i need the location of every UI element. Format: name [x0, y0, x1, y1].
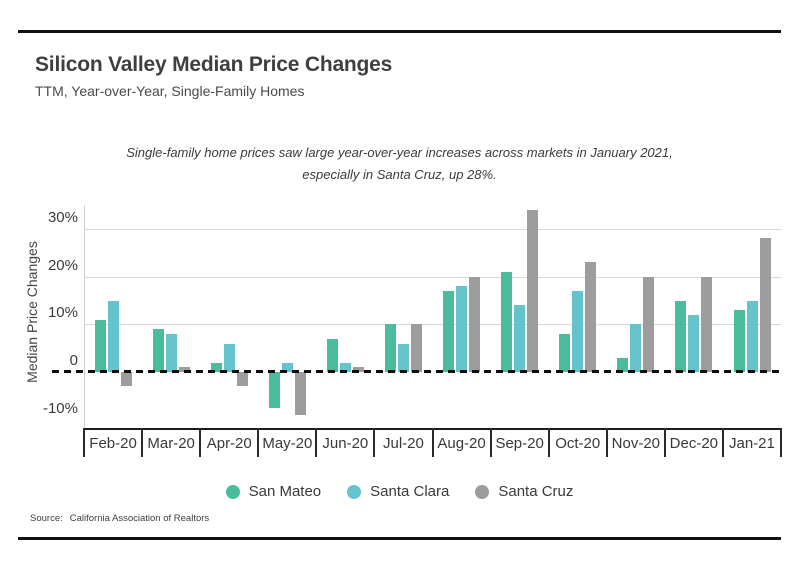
bar-san-mateo-nov-20	[617, 357, 629, 373]
bar-santa-clara-aug-20	[456, 286, 467, 373]
source-label: Source:	[30, 513, 63, 524]
bar-san-mateo-jan-21	[733, 310, 745, 373]
bar-santa-clara-mar-20	[165, 333, 177, 373]
y-tick-label: 10%	[47, 304, 78, 322]
bar-santa-cruz-may-20	[294, 372, 306, 416]
x-tick-mark	[489, 428, 492, 457]
x-axis: Feb-20 Mar-20 Apr-20 May-20 Jun-20 Jul-20 Aug-…	[83, 428, 782, 458]
x-tick-mark	[199, 428, 202, 457]
x-axis-label-may-20: May-20	[262, 435, 313, 452]
x-axis-label-jan-21: Jan-21	[729, 435, 775, 452]
bar-santa-cruz-jan-21	[759, 238, 771, 373]
gridline-30pct	[84, 228, 781, 230]
legend-label-santa-cruz: Santa Cruz	[498, 483, 574, 500]
x-tick-mark	[257, 428, 260, 457]
annotation: Single-family home prices saw large year…	[0, 142, 799, 186]
x-axis-label-sep-20: Sep-20	[495, 435, 544, 452]
x-axis-label-feb-20: Feb-20	[89, 435, 137, 452]
y-tick-label: 30%	[47, 208, 78, 226]
x-tick-mark	[780, 428, 782, 457]
legend-label-san-mateo: San Mateo	[248, 483, 322, 500]
legend-item-santa-clara: Santa Clara	[347, 483, 449, 500]
bar-san-mateo-jul-20	[385, 324, 396, 373]
x-tick-mark	[431, 428, 434, 457]
x-axis-label-jul-20: Jul-20	[383, 435, 424, 452]
bar-santa-clara-may-20	[281, 362, 293, 373]
x-axis-label-jun-20: Jun-20	[322, 435, 369, 452]
x-axis-label-mar-20: Mar-20	[147, 435, 195, 452]
bar-santa-cruz-nov-20	[643, 276, 655, 373]
bar-santa-cruz-jul-20	[411, 324, 422, 373]
bar-san-mateo-mar-20	[152, 329, 164, 373]
x-tick-mark	[721, 428, 724, 457]
gridline-10pct	[84, 324, 781, 326]
bar-san-mateo-sep-20	[501, 271, 513, 373]
bar-santa-cruz-feb-20	[120, 372, 132, 387]
source-text: California Association of Realtors	[69, 513, 210, 524]
bar-san-mateo-oct-20	[559, 333, 571, 373]
x-axis-label-aug-20: Aug-20	[437, 435, 486, 452]
annotation-line-2: especially in Santa Cruz, up 28%.	[302, 167, 497, 182]
bar-san-mateo-feb-20	[94, 319, 106, 373]
plot-left-edge-line	[84, 205, 85, 428]
y-tick-label: 20%	[47, 256, 78, 274]
x-tick-mark	[141, 428, 144, 457]
bar-santa-cruz-oct-20	[585, 262, 597, 373]
bar-santa-cruz-sep-20	[527, 209, 539, 373]
annotation-line-1: Single-family home prices saw large year…	[126, 145, 673, 160]
y-tick-label: 0	[69, 352, 78, 370]
y-tick-label: -10%	[42, 399, 78, 417]
bar-santa-clara-jan-21	[746, 300, 758, 373]
x-tick-mark	[663, 428, 666, 457]
x-axis-label-apr-20: Apr-20	[206, 435, 252, 452]
bar-santa-clara-jun-20	[339, 362, 351, 373]
bar-santa-cruz-mar-20	[178, 367, 190, 373]
bar-santa-cruz-aug-20	[469, 276, 480, 373]
legend-dot-san-mateo	[225, 484, 240, 499]
legend-dot-santa-clara	[347, 484, 362, 499]
legend-item-san-mateo: San Mateo	[225, 483, 322, 500]
x-tick-mark	[547, 428, 550, 457]
bar-san-mateo-dec-20	[675, 300, 687, 373]
gridline-20pct	[84, 276, 781, 278]
legend: San Mateo Santa Clara Santa Cruz	[0, 483, 799, 500]
bar-santa-clara-nov-20	[630, 324, 642, 373]
legend-item-santa-cruz: Santa Cruz	[475, 483, 573, 500]
x-tick-mark	[373, 428, 376, 457]
chart-title: Silicon Valley Median Price Changes	[35, 53, 393, 76]
bar-san-mateo-jun-20	[326, 338, 338, 373]
bar-santa-clara-dec-20	[688, 314, 700, 373]
x-tick-mark	[83, 428, 85, 457]
bottom-divider	[18, 537, 781, 540]
bar-santa-clara-jul-20	[398, 343, 409, 373]
bar-santa-clara-sep-20	[514, 305, 526, 373]
x-axis-label-oct-20: Oct-20	[555, 435, 601, 452]
source-note: Source: California Association of Realtor…	[30, 513, 209, 524]
x-axis-label-dec-20: Dec-20	[669, 435, 719, 452]
chart-subtitle: TTM, Year-over-Year, Single-Family Homes	[35, 83, 305, 99]
bar-san-mateo-may-20	[268, 372, 280, 408]
bar-santa-cruz-jun-20	[352, 367, 364, 373]
bar-san-mateo-aug-20	[443, 291, 454, 373]
x-axis-label-nov-20: Nov-20	[611, 435, 661, 452]
bar-san-mateo-apr-20	[210, 362, 222, 373]
legend-dot-santa-cruz	[475, 484, 490, 499]
bar-santa-clara-feb-20	[107, 300, 119, 373]
x-tick-mark	[605, 428, 608, 457]
plot-area	[84, 205, 781, 428]
x-tick-mark	[315, 428, 318, 457]
bar-santa-clara-apr-20	[223, 343, 235, 373]
bar-santa-cruz-dec-20	[701, 276, 713, 373]
zero-reference-line	[52, 370, 781, 373]
legend-label-santa-clara: Santa Clara	[370, 483, 450, 500]
top-divider	[18, 30, 781, 33]
bar-santa-clara-oct-20	[572, 291, 584, 373]
bar-santa-cruz-apr-20	[236, 372, 248, 387]
